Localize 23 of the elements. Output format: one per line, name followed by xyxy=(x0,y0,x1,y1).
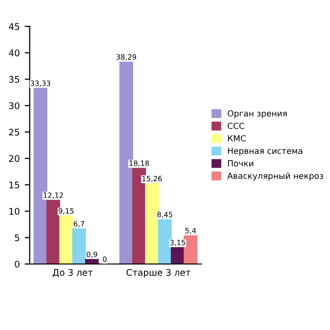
legend-label: КМС xyxy=(228,135,246,142)
x-tick-label: До 3 лет xyxy=(52,269,93,278)
y-tick-label: 15 xyxy=(9,182,20,188)
bar xyxy=(158,218,172,264)
y-tick-label: 10 xyxy=(9,208,20,215)
legend-label: Орган зрения xyxy=(228,110,287,118)
bar xyxy=(85,258,99,264)
y-tick-label: 40 xyxy=(8,50,20,56)
y-tick-label: 35 xyxy=(9,76,20,83)
legend-label: ССС xyxy=(228,122,244,130)
x-tick-label: Старше 3 лет xyxy=(126,269,190,278)
y-tick-label: 30 xyxy=(9,102,20,110)
y-tick-label: 25 xyxy=(9,128,20,136)
legend-label: Аваскулярный некроз xyxy=(227,172,324,181)
legend-label: Почки xyxy=(228,160,254,166)
bar xyxy=(72,228,86,264)
y-tick-label: 45 xyxy=(8,23,20,30)
y-tick-label: 5 xyxy=(14,234,20,242)
y-tick-label: 0 xyxy=(14,260,20,268)
bar xyxy=(184,235,198,264)
y-tick-label: 20 xyxy=(9,155,20,162)
legend-label: Нервная система xyxy=(228,148,302,156)
bar xyxy=(59,215,74,264)
